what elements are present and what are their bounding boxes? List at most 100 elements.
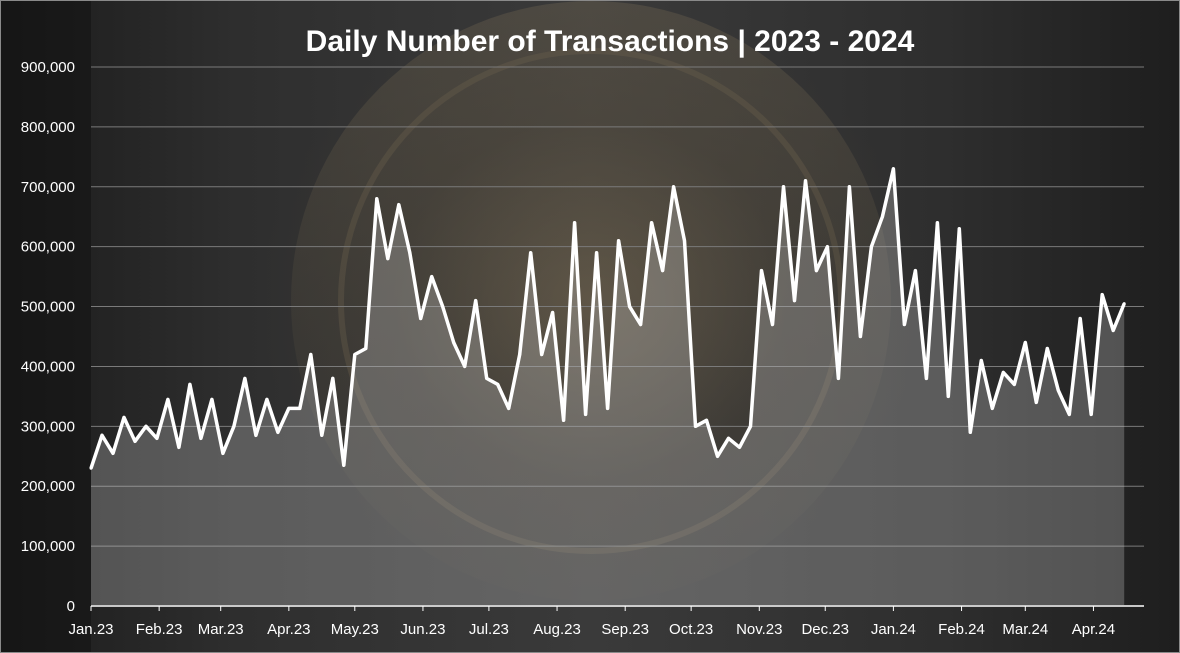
data-point [441, 305, 445, 309]
data-point [913, 269, 917, 273]
data-point [793, 299, 796, 303]
left-pillar [1, 1, 91, 652]
data-point [144, 424, 148, 428]
data-point [320, 433, 324, 437]
data-point [276, 430, 280, 434]
coin-shape [291, 1, 891, 601]
data-point [199, 436, 203, 440]
data-point [529, 251, 533, 255]
x-tick-label: Jan.24 [871, 621, 916, 638]
data-point [902, 323, 906, 326]
data-point [584, 412, 588, 416]
x-axis: Jan.23 Feb.23 Mar.23 Apr.23 May.23 Jun.23 Jul.… [68, 605, 1144, 638]
data-point [232, 424, 236, 428]
data-point [89, 466, 93, 470]
data-point [650, 221, 654, 225]
data-point [847, 185, 851, 189]
data-point [111, 451, 115, 455]
data-point [562, 418, 566, 422]
data-point [869, 245, 873, 249]
data-point [507, 406, 511, 410]
data-point [1067, 412, 1071, 416]
data-point [825, 245, 829, 249]
x-tick-label: Feb.23 [136, 621, 183, 638]
data-point [210, 397, 214, 401]
data-point [727, 436, 730, 440]
data-point [1001, 370, 1005, 374]
data-point [298, 406, 302, 410]
data-point [177, 445, 181, 449]
data-point [100, 433, 104, 437]
data-point [309, 353, 313, 356]
data-point [452, 341, 456, 344]
data-point [990, 406, 994, 410]
data-point [474, 299, 478, 303]
data-point [957, 227, 961, 231]
data-point [364, 347, 368, 350]
data-point [419, 317, 423, 320]
data-point [738, 445, 741, 449]
data-point [606, 406, 610, 410]
series-area [91, 168, 1125, 607]
data-point [595, 251, 599, 255]
x-tick-label: Mar.23 [198, 621, 244, 638]
x-tick-label: Sep.23 [601, 621, 649, 638]
x-tick-label: Mar.24 [1002, 621, 1048, 638]
data-point [1122, 302, 1126, 306]
data-point [463, 364, 467, 368]
x-tick-label: Dec.23 [801, 621, 849, 638]
y-tick-label: 800,000 [21, 119, 75, 136]
data-point [221, 451, 225, 455]
data-point [749, 424, 752, 428]
data-point [639, 323, 643, 326]
data-point [1056, 388, 1060, 392]
data-point [858, 335, 862, 338]
x-tick-label: Feb.24 [938, 621, 985, 638]
y-tick-label: 700,000 [21, 179, 75, 196]
data-points [89, 167, 1126, 470]
data-point [485, 376, 489, 380]
y-tick-label: 0 [67, 598, 75, 615]
data-point [935, 221, 939, 225]
y-tick-label: 600,000 [21, 239, 75, 256]
data-point [188, 382, 192, 386]
data-point [694, 424, 697, 428]
data-point [1012, 382, 1016, 386]
x-tick-label: Aug.23 [533, 621, 581, 638]
y-tick-label: 200,000 [21, 478, 75, 495]
x-tick-label: May.23 [331, 621, 379, 638]
y-tick-label: 100,000 [21, 538, 75, 555]
data-point [155, 436, 159, 440]
data-point [430, 275, 434, 279]
data-point [408, 251, 412, 255]
x-tick-label: Jun.23 [400, 621, 445, 638]
data-point [331, 376, 335, 380]
y-tick-label: 500,000 [21, 299, 75, 316]
y-tick-label: 300,000 [21, 418, 75, 435]
data-point [342, 463, 346, 467]
data-point [397, 203, 401, 207]
data-point [254, 433, 258, 437]
data-point [891, 167, 895, 171]
data-point [265, 397, 269, 401]
data-point [375, 197, 379, 201]
data-point [1111, 329, 1115, 332]
x-tick-label: Oct.23 [669, 621, 713, 638]
data-point [836, 376, 840, 380]
data-point [661, 269, 665, 273]
data-point [1045, 347, 1049, 350]
data-point [683, 239, 686, 243]
data-point [1034, 400, 1038, 404]
chart-title: Daily Number of Transactions | 2023 - 20… [306, 25, 915, 58]
data-point [540, 353, 544, 356]
data-point [353, 353, 357, 356]
x-tick-label: Jan.23 [68, 621, 113, 638]
data-point [287, 406, 291, 410]
coin-rim [338, 48, 844, 554]
data-point [968, 430, 972, 434]
data-point [672, 185, 676, 189]
data-point [1100, 293, 1104, 297]
x-tick-label: Apr.23 [267, 621, 310, 638]
